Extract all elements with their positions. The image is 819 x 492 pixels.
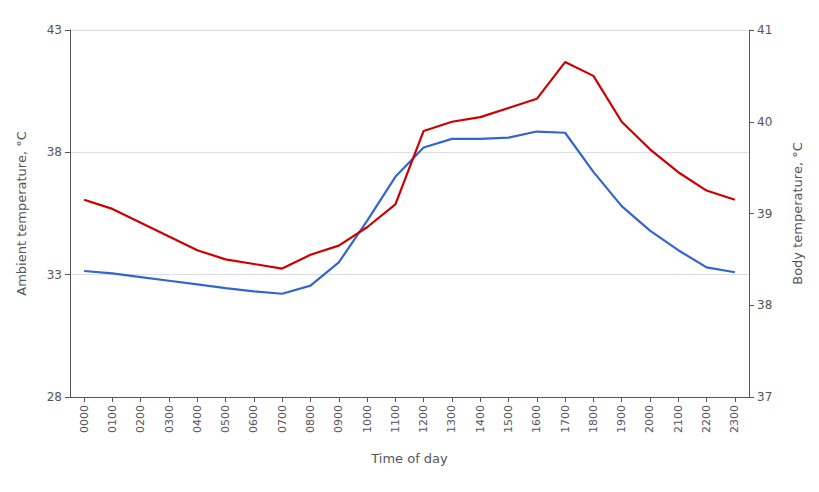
svg-text:0900: 0900	[332, 405, 345, 433]
svg-text:0400: 0400	[191, 405, 204, 433]
svg-text:1600: 1600	[530, 405, 543, 433]
svg-text:28: 28	[47, 390, 62, 404]
svg-text:0300: 0300	[163, 405, 176, 433]
svg-text:1200: 1200	[417, 405, 430, 433]
svg-text:0700: 0700	[276, 405, 289, 433]
svg-text:2000: 2000	[643, 405, 656, 433]
svg-text:2100: 2100	[672, 405, 685, 433]
svg-text:39: 39	[757, 207, 772, 221]
svg-text:41: 41	[757, 23, 772, 37]
svg-text:37: 37	[757, 390, 772, 404]
svg-text:Ambient temperature, °C: Ambient temperature, °C	[14, 131, 29, 295]
svg-text:0200: 0200	[134, 405, 147, 433]
svg-text:1500: 1500	[502, 405, 515, 433]
svg-text:0000: 0000	[78, 405, 91, 433]
svg-text:40: 40	[757, 115, 772, 129]
svg-text:33: 33	[47, 268, 62, 282]
svg-text:0800: 0800	[304, 405, 317, 433]
svg-text:38: 38	[757, 298, 772, 312]
svg-text:2200: 2200	[700, 405, 713, 433]
svg-text:0500: 0500	[219, 405, 232, 433]
svg-text:0600: 0600	[247, 405, 260, 433]
svg-text:Time of day: Time of day	[370, 451, 448, 466]
svg-text:1900: 1900	[615, 405, 628, 433]
svg-text:1000: 1000	[361, 405, 374, 433]
svg-text:Body temperature, °C: Body temperature, °C	[790, 142, 805, 285]
svg-text:1300: 1300	[445, 405, 458, 433]
svg-text:2300: 2300	[728, 405, 741, 433]
svg-text:1100: 1100	[389, 405, 402, 433]
svg-text:1700: 1700	[559, 405, 572, 433]
svg-text:1400: 1400	[474, 405, 487, 433]
svg-text:38: 38	[47, 145, 62, 159]
svg-text:43: 43	[47, 23, 62, 37]
svg-text:1800: 1800	[587, 405, 600, 433]
svg-text:0100: 0100	[106, 405, 119, 433]
